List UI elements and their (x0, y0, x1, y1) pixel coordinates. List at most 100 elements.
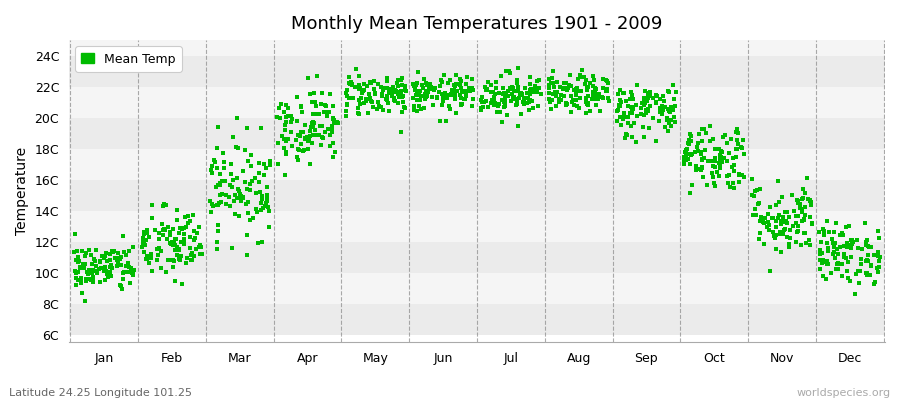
Point (392, 94, 406, 100)
Point (843, 254, 858, 260)
Point (867, 252, 881, 258)
Point (375, 92, 390, 99)
Bar (69, 40, 885, 56)
Point (410, 69, 425, 75)
Point (373, 103, 387, 109)
Point (324, 128, 338, 135)
Point (315, 90, 329, 96)
Point (308, 127, 322, 133)
Point (339, 107, 354, 114)
Point (833, 261, 848, 267)
Point (222, 194, 237, 201)
Point (782, 227, 796, 233)
Point (446, 88, 460, 94)
Point (157, 226, 171, 233)
Point (252, 179, 266, 185)
Point (634, 111, 649, 117)
Point (796, 195, 810, 202)
Point (497, 99, 511, 105)
Point (528, 83, 543, 89)
Point (732, 179, 746, 185)
Bar (69, 86, 885, 118)
Point (569, 86, 583, 92)
Point (788, 212, 803, 219)
Point (326, 139, 340, 146)
Point (574, 67, 589, 73)
Point (285, 116, 300, 122)
Point (90, 270, 104, 276)
Point (165, 239, 179, 246)
Point (260, 198, 274, 204)
Point (725, 180, 740, 186)
Point (677, 153, 691, 160)
Point (138, 242, 152, 248)
Point (546, 90, 561, 97)
Point (528, 86, 543, 92)
Point (371, 99, 385, 105)
Point (713, 160, 727, 166)
Point (167, 236, 182, 242)
Point (683, 138, 698, 144)
Point (386, 86, 400, 92)
Point (523, 80, 537, 87)
Point (382, 86, 396, 92)
Point (821, 261, 835, 268)
Point (561, 85, 575, 91)
Point (466, 87, 481, 94)
Point (510, 97, 525, 104)
Point (357, 81, 372, 88)
Point (84, 252, 98, 258)
Point (624, 104, 638, 110)
Point (158, 226, 172, 232)
Point (124, 270, 139, 276)
Point (136, 240, 150, 246)
Point (630, 82, 644, 88)
Point (192, 244, 206, 251)
Point (836, 250, 850, 257)
Point (569, 92, 583, 99)
Point (70, 276, 85, 283)
Point (143, 252, 157, 259)
Point (661, 88, 675, 94)
Point (444, 92, 458, 98)
Point (210, 202, 224, 208)
Point (305, 132, 320, 138)
Point (390, 79, 404, 86)
Point (618, 98, 633, 104)
Point (796, 186, 810, 192)
Point (630, 112, 644, 119)
Point (706, 174, 720, 180)
Point (353, 100, 367, 107)
Point (815, 273, 830, 279)
Point (167, 247, 182, 254)
Point (223, 171, 238, 178)
Point (613, 103, 627, 109)
Point (410, 107, 424, 114)
Point (279, 151, 293, 158)
Point (487, 98, 501, 104)
Point (285, 143, 300, 149)
Point (445, 90, 459, 97)
Point (408, 107, 422, 113)
Point (155, 221, 169, 228)
Point (573, 74, 588, 80)
Point (119, 252, 133, 258)
Point (640, 94, 654, 101)
Point (484, 82, 499, 88)
Point (850, 268, 865, 274)
Point (292, 147, 306, 154)
Point (313, 123, 328, 129)
Point (244, 163, 258, 170)
Point (694, 151, 708, 157)
Point (426, 86, 440, 92)
Point (230, 175, 245, 182)
Point (353, 85, 367, 92)
Point (321, 109, 336, 115)
Point (664, 117, 679, 123)
Point (773, 220, 788, 227)
Point (234, 196, 248, 202)
Point (312, 132, 327, 139)
Point (791, 197, 806, 204)
Point (68, 275, 83, 281)
Point (161, 224, 176, 230)
